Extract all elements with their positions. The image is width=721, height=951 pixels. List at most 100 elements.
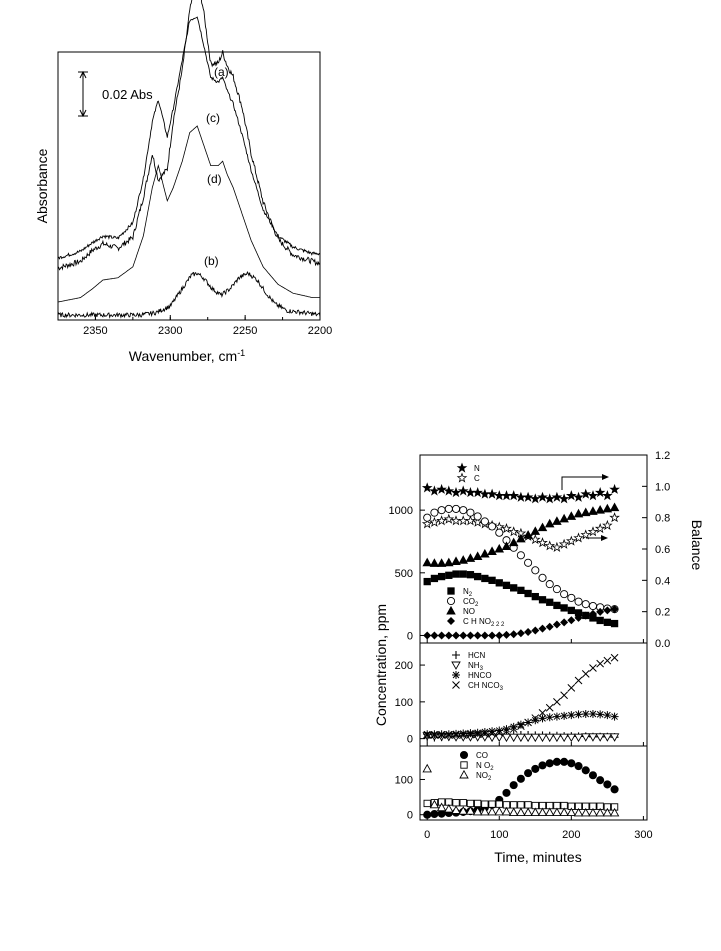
data-point — [423, 810, 432, 819]
data-point — [516, 629, 525, 638]
y2-tick-label: 0.6 — [655, 544, 670, 556]
legend-label: CH NCO3 — [468, 681, 504, 692]
data-point — [567, 684, 576, 692]
series-CH3NCO — [423, 653, 619, 739]
data-point — [580, 807, 591, 817]
data-point — [596, 659, 605, 668]
panel-frame — [419, 454, 648, 644]
legend-symbol — [451, 661, 461, 670]
series-HNCO — [423, 709, 619, 739]
spectra-y-axis-label: Absorbance — [34, 148, 50, 223]
data-point — [457, 485, 469, 496]
data-point — [501, 806, 512, 816]
data-point — [552, 585, 561, 594]
data-point — [516, 533, 526, 543]
data-point — [574, 710, 583, 719]
data-point — [501, 733, 512, 743]
data-point — [544, 518, 555, 528]
data-point — [587, 490, 599, 501]
data-point — [553, 698, 561, 706]
data-point — [545, 622, 554, 631]
data-point — [487, 546, 497, 555]
data-point — [580, 507, 591, 517]
legend-label: N — [474, 464, 480, 473]
legend-label: NO — [463, 607, 475, 616]
data-point — [501, 490, 512, 501]
data-point — [473, 631, 482, 640]
panel-frame — [419, 745, 648, 821]
data-point — [481, 800, 489, 808]
data-point — [560, 711, 569, 720]
data-point — [595, 733, 605, 742]
legend-label: N2 — [463, 587, 473, 598]
data-point — [466, 571, 475, 579]
data-point — [488, 727, 497, 736]
data-point — [430, 730, 439, 739]
concentration-x-axis-label: Time, minutes — [494, 849, 581, 865]
data-point — [531, 716, 540, 725]
data-point — [546, 598, 554, 606]
data-point — [444, 730, 453, 739]
data-point — [466, 799, 475, 808]
y-tick-label: 0 — [407, 734, 413, 746]
data-point — [517, 722, 525, 730]
data-point — [502, 581, 511, 589]
data-point — [552, 757, 561, 766]
series-NO — [422, 502, 620, 567]
y-tick-label: 200 — [395, 660, 413, 672]
data-point — [423, 799, 431, 808]
data-point — [423, 577, 431, 586]
data-point — [559, 733, 569, 743]
concentration-y-axis-label: Concentration, ppm — [373, 604, 389, 726]
data-point — [530, 807, 541, 817]
data-point — [596, 616, 604, 625]
data-point — [544, 733, 555, 743]
data-point — [459, 631, 468, 640]
legend-label: C — [474, 474, 480, 483]
data-point — [560, 618, 569, 627]
data-point — [537, 807, 548, 817]
y2-tick-label: 1.2 — [655, 450, 670, 462]
data-point — [436, 558, 447, 567]
series-C — [421, 512, 620, 552]
data-point — [495, 579, 503, 587]
data-point — [537, 537, 548, 548]
data-point — [573, 491, 584, 502]
series-NO2 — [422, 763, 620, 817]
data-point — [458, 515, 469, 526]
data-point — [538, 624, 547, 633]
y-tick-label: 0 — [407, 630, 413, 642]
data-point — [466, 729, 475, 738]
scale-bar-label: 0.02 Abs — [102, 87, 153, 102]
data-point — [537, 491, 548, 502]
data-point — [560, 691, 568, 700]
data-point — [609, 502, 620, 512]
data-point — [580, 733, 591, 742]
data-point — [488, 522, 497, 531]
spectrum-curve-b — [57, 271, 321, 319]
data-point — [565, 535, 577, 546]
balance-arrows — [561, 474, 609, 541]
data-point — [602, 807, 613, 817]
legend-symbol — [452, 681, 460, 689]
data-point — [480, 548, 490, 558]
data-point — [502, 630, 511, 639]
data-point — [429, 558, 440, 567]
data-point — [523, 807, 533, 817]
data-point — [430, 508, 439, 517]
data-point — [537, 733, 548, 743]
data-point — [573, 508, 584, 518]
data-point — [486, 488, 498, 499]
data-point — [595, 807, 605, 817]
data-point — [452, 731, 460, 739]
data-point — [444, 631, 453, 640]
data-point — [472, 516, 483, 527]
data-point — [494, 806, 505, 816]
data-point — [466, 730, 475, 739]
data-point — [567, 616, 576, 625]
data-point — [502, 788, 511, 797]
legend-label: HCN — [468, 651, 486, 660]
data-point — [558, 538, 570, 549]
